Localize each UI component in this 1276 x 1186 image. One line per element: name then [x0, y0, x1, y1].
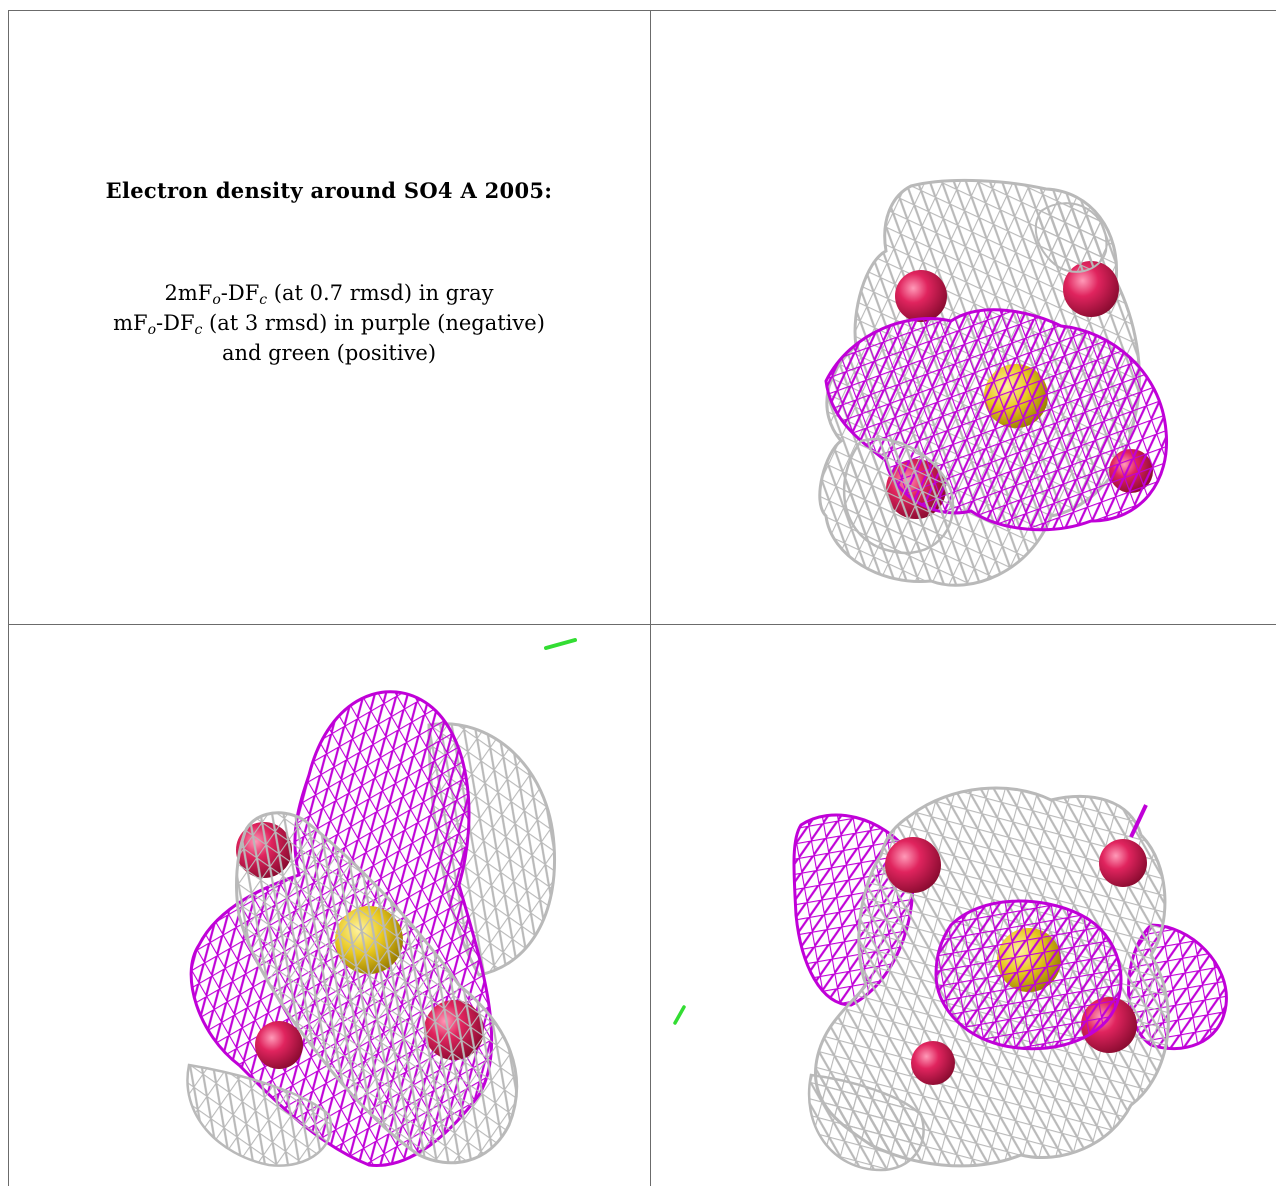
- density-mesh-icon: [651, 625, 1276, 1186]
- caption-lines: 2mFo-DFc (at 0.7 rmsd) in gray mFo-DFc (…: [8, 278, 650, 368]
- caption-line-green: and green (positive): [8, 338, 650, 368]
- caption-cell: Electron density around SO4 A 2005: 2mFo…: [8, 10, 650, 624]
- view-bottom-left: [9, 625, 650, 1186]
- caption-title: Electron density around SO4 A 2005:: [8, 178, 650, 203]
- density-mesh-icon: [9, 625, 650, 1186]
- view-top-right: [651, 11, 1276, 624]
- figure-grid: Electron density around SO4 A 2005: 2mFo…: [8, 10, 1276, 1186]
- density-mesh-icon: [651, 11, 1276, 624]
- caption-line-gray: 2mFo-DFc (at 0.7 rmsd) in gray: [8, 278, 650, 308]
- caption-line-purple: mFo-DFc (at 3 rmsd) in purple (negative): [8, 308, 650, 338]
- view-bottom-right: [651, 625, 1276, 1186]
